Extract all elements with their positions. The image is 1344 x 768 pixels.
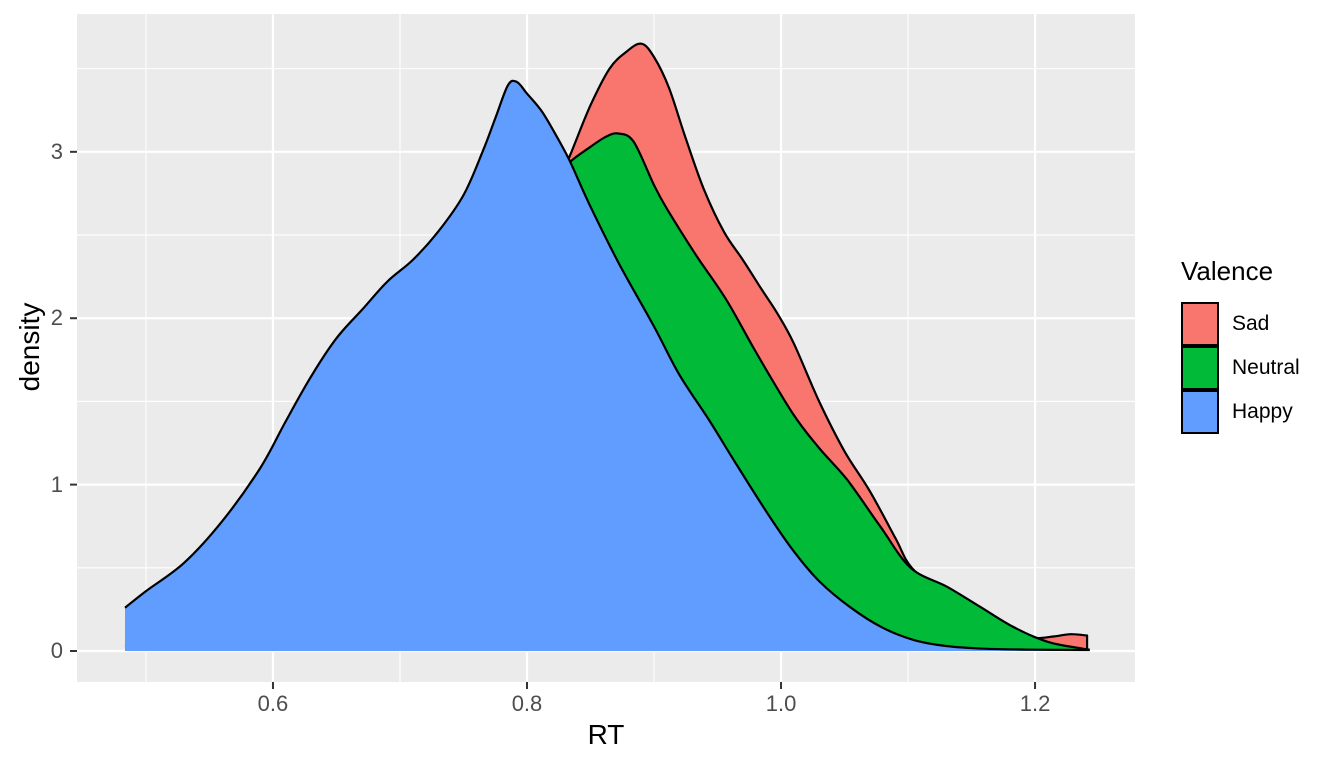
x-tick-label: 0.8 [511, 691, 543, 716]
legend-item-neutral: Neutral [1181, 346, 1300, 390]
legend: Valence Sad Neutral Happy [1181, 256, 1300, 434]
y-tick-label: 3 [50, 138, 63, 164]
legend-label: Happy [1232, 400, 1293, 423]
legend-item-happy: Happy [1181, 390, 1300, 434]
legend-key-sad [1181, 302, 1219, 346]
x-tick-label: 0.6 [257, 691, 289, 716]
legend-item-sad: Sad [1181, 302, 1300, 346]
x-axis-title: RT [587, 719, 625, 750]
density-area-happy [125, 80, 1090, 651]
density-outline-happy [124, 79, 1090, 652]
legend-key-neutral [1181, 346, 1219, 390]
y-axis-title: density [14, 302, 45, 392]
legend-title: Valence [1181, 256, 1274, 286]
legend-label: Neutral [1232, 356, 1300, 379]
y-tick-label: 0 [50, 638, 63, 663]
x-tick-label: 1.2 [1019, 691, 1051, 716]
legend-key-happy [1181, 390, 1219, 434]
legend-label: Sad [1232, 312, 1270, 335]
legend-items: Sad Neutral Happy [1181, 302, 1300, 434]
y-tick-label: 1 [50, 471, 63, 497]
x-tick-label: 1.0 [765, 691, 797, 716]
y-tick-label: 2 [50, 305, 63, 331]
